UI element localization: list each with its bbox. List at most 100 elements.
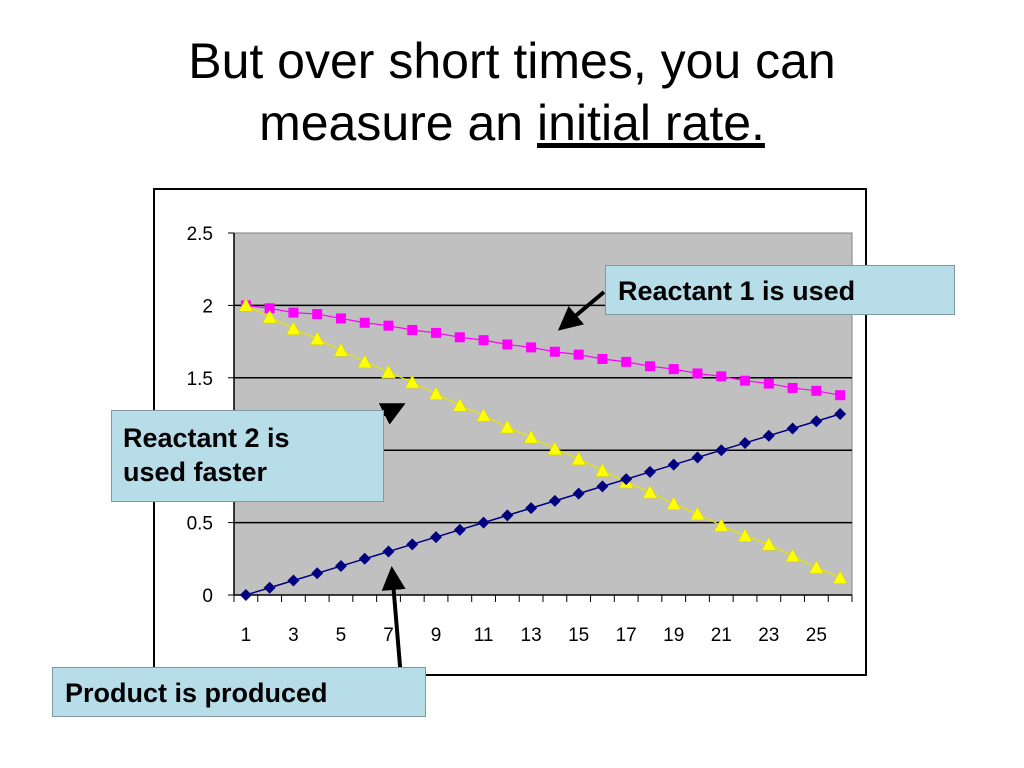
x-tick-label: 21 [711,625,732,646]
data-point-triangle [452,397,468,412]
data-point-square [835,390,846,401]
x-tick-label: 9 [431,625,442,646]
data-point-diamond [382,545,395,558]
data-point-triangle [309,331,325,345]
data-point-diamond [239,589,252,601]
x-axis-ticks: 1 3 5 7 9 11 13 15 17 19 21 23 25 [233,595,853,646]
data-point-diamond [548,494,561,507]
data-point-diamond [477,516,490,529]
data-point-diamond [810,415,823,428]
data-point-square [597,353,608,364]
slide-title: But over short times, you can measure an… [0,30,1024,154]
data-point-triangle [404,374,420,389]
callout-reactant-2-line-2: used faster [123,457,268,487]
series-group [238,297,848,601]
data-point-diamond [667,458,680,471]
data-point-square [335,313,346,324]
x-tick-label: 1 [241,625,252,646]
callout-reactant-2-line-1: Reactant 2 is [123,423,290,453]
data-point-diamond [643,465,656,478]
data-point-square [502,339,513,350]
x-tick-label: 15 [568,625,589,646]
data-point-triangle [808,559,824,574]
data-point-diamond [501,509,514,522]
data-point-square [740,375,751,386]
series-reactant2 [238,297,848,584]
title-underlined-term: initial rate. [537,95,765,151]
callout-product: Product is produced [52,667,426,717]
data-point-diamond [620,473,633,486]
x-tick-label: 7 [383,625,394,646]
data-point-triangle [832,570,848,584]
data-point-triangle [666,496,682,511]
x-tick-label: 19 [663,625,684,646]
x-tick-label: 25 [806,625,827,646]
data-point-triangle [785,548,800,563]
title-line-1: But over short times, you can [188,33,836,89]
data-point-triangle [642,484,658,499]
data-point-square [454,332,465,343]
x-tick-label: 17 [616,625,637,646]
data-point-square [573,349,584,360]
data-point-diamond [525,502,538,515]
callout-reactant-1-text: Reactant 1 is used [618,276,856,306]
arrow-reactant-1 [557,290,606,331]
data-point-square [312,309,323,320]
x-tick-label: 5 [336,625,347,646]
series-product [239,408,847,601]
data-point-triangle [286,321,301,335]
data-point-square [644,361,655,372]
data-point-square [264,303,275,314]
x-tick-label: 3 [288,625,299,646]
data-point-square [383,320,394,331]
data-point-diamond [691,451,704,464]
data-point-triangle [571,451,587,466]
data-point-diamond [406,538,419,551]
data-point-triangle [476,407,491,422]
data-point-triangle [262,309,278,324]
data-point-square [359,317,370,328]
y-tick-label: 1.5 [187,369,213,390]
data-point-diamond [287,574,300,587]
data-point-diamond [762,429,775,442]
data-point-square [668,364,679,375]
data-point-triangle [428,386,444,400]
data-point-diamond [715,444,728,457]
data-point-square [288,307,299,318]
y-tick-label: 2.5 [187,224,213,245]
data-point-triangle [547,441,563,456]
data-point-diamond [263,581,276,594]
data-point-square [431,327,442,338]
data-point-triangle [761,536,777,551]
data-point-square [787,382,798,393]
data-point-triangle [499,419,515,434]
y-tick-label: 0 [202,586,213,607]
data-point-diamond [834,408,847,420]
data-point-square [621,356,632,367]
data-point-triangle [690,506,705,521]
data-point-diamond [358,552,371,565]
x-tick-label: 13 [521,625,542,646]
data-point-diamond [311,567,324,580]
data-point-square [549,346,560,357]
x-tick-label: 11 [474,625,494,646]
data-point-triangle [357,354,373,369]
data-point-triangle [713,517,729,532]
data-point-triangle [523,429,539,444]
data-point-diamond [596,480,609,493]
callout-reactant-1: Reactant 1 is used [605,265,955,315]
data-point-diamond [572,487,585,500]
title-line-2-plain: measure an [259,95,524,151]
x-tick-label: 23 [758,625,779,646]
data-point-square [478,335,489,346]
data-point-triangle [381,364,396,379]
data-point-square [763,378,774,389]
data-point-diamond [453,523,466,536]
data-point-triangle [737,528,753,542]
data-point-triangle [238,297,254,312]
data-point-square [716,371,727,382]
y-tick-label: 0.5 [187,514,213,535]
data-point-diamond [334,560,347,573]
data-point-triangle [333,342,349,357]
data-point-square [811,385,822,396]
